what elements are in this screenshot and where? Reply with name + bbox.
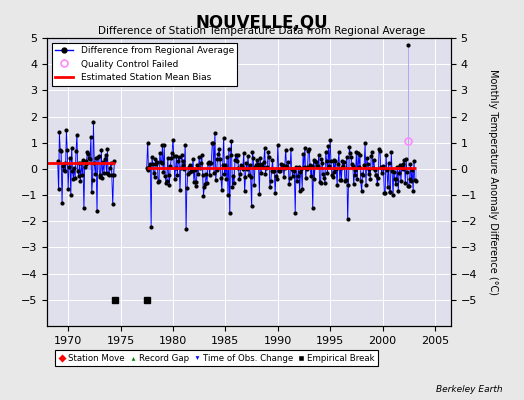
Text: Difference of Station Temperature Data from Regional Average: Difference of Station Temperature Data f…: [99, 26, 425, 36]
Text: NOUVELLE,QU: NOUVELLE,QU: [195, 14, 329, 32]
Legend: Station Move, Record Gap, Time of Obs. Change, Empirical Break: Station Move, Record Gap, Time of Obs. C…: [56, 350, 378, 366]
Text: Berkeley Earth: Berkeley Earth: [436, 385, 503, 394]
Y-axis label: Monthly Temperature Anomaly Difference (°C): Monthly Temperature Anomaly Difference (…: [488, 69, 498, 295]
